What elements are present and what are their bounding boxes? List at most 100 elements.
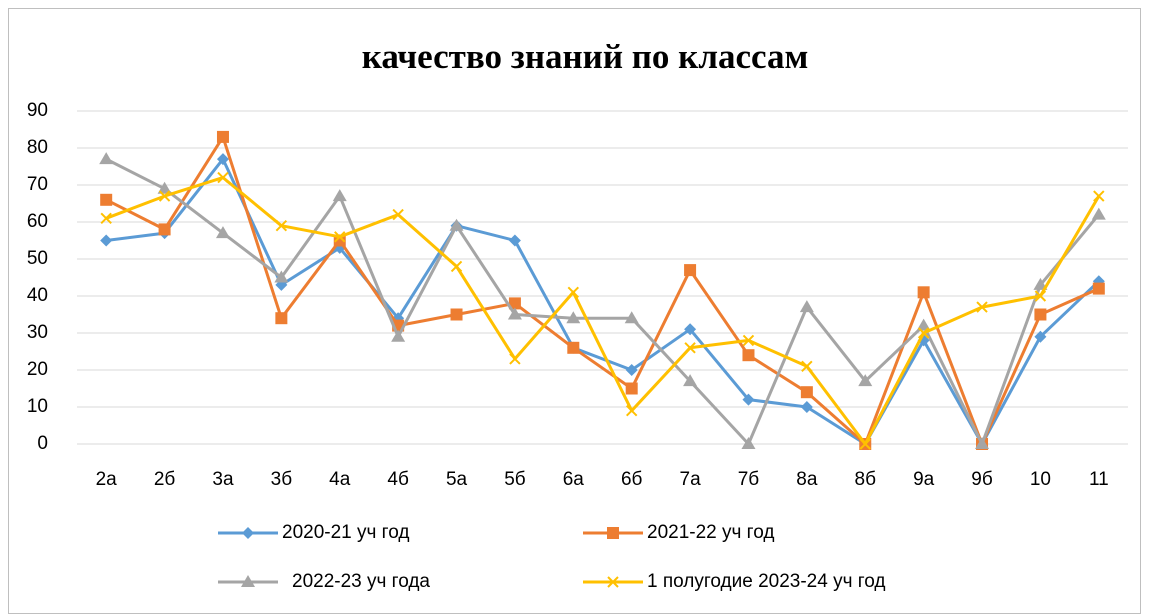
marker (625, 382, 638, 395)
marker (625, 364, 638, 376)
marker (334, 231, 346, 243)
chart-border (8, 8, 1141, 614)
marker (1093, 190, 1105, 202)
x-tick-label: 4а (329, 469, 351, 490)
marker (917, 286, 930, 299)
marker (157, 181, 172, 194)
marker (216, 153, 229, 166)
x-tick-label: 4б (387, 469, 409, 490)
x-tick-label: 8б (855, 469, 877, 490)
marker (683, 374, 698, 387)
x-tick-label: 10 (1030, 469, 1051, 490)
marker (508, 234, 521, 247)
marker (449, 218, 464, 231)
x-tick-label: 8а (796, 469, 818, 490)
marker (607, 527, 619, 539)
marker (450, 260, 463, 273)
marker (241, 575, 255, 587)
marker (916, 318, 931, 331)
marker (607, 576, 619, 588)
marker (567, 341, 580, 354)
series-line (106, 157, 1100, 446)
marker (858, 374, 873, 387)
marker (217, 171, 229, 184)
marker (158, 190, 171, 202)
marker (508, 297, 521, 310)
y-tick-label: 0 (37, 433, 48, 454)
marker (509, 353, 521, 365)
marker (215, 226, 230, 239)
marker (242, 527, 254, 539)
y-tick-label: 10 (27, 396, 48, 417)
y-tick-label: 30 (27, 322, 48, 343)
legend-label: 2021-22 уч год (647, 522, 774, 543)
marker (1034, 330, 1047, 343)
marker (684, 342, 696, 354)
series-line (105, 157, 1100, 446)
x-tick-label: 2б (154, 469, 176, 490)
marker (450, 308, 463, 321)
marker (1034, 290, 1047, 302)
x-tick-label: 9а (913, 469, 935, 490)
marker (275, 219, 288, 232)
x-tick-label: 7б (738, 469, 760, 490)
x-tick-label: 5а (446, 469, 468, 490)
x-tick-label: 3б (271, 469, 293, 490)
y-tick-label: 40 (27, 285, 48, 306)
marker (391, 329, 406, 342)
x-tick-label: 3а (212, 469, 234, 490)
marker (624, 311, 639, 324)
marker (100, 193, 113, 206)
marker (332, 189, 347, 202)
y-tick-label: 80 (27, 137, 48, 158)
marker (799, 300, 814, 313)
marker (566, 311, 581, 324)
x-tick-label: 6а (563, 469, 585, 490)
marker (801, 360, 813, 373)
marker (742, 334, 755, 347)
marker (100, 212, 112, 225)
y-tick-label: 60 (27, 211, 48, 232)
y-tick-label: 50 (27, 248, 48, 269)
marker (625, 404, 638, 417)
y-tick-label: 70 (27, 174, 48, 195)
series-line (105, 176, 1101, 446)
marker (917, 327, 930, 339)
marker (1091, 207, 1106, 220)
x-tick-label: 9б (971, 469, 993, 490)
x-tick-label: 6б (621, 469, 643, 490)
marker (1034, 308, 1047, 321)
x-tick-label: 7а (680, 469, 702, 490)
chart-title: качество знаний по классам (362, 37, 809, 76)
marker (800, 386, 813, 399)
x-tick-label: 11 (1089, 469, 1109, 490)
marker (392, 208, 404, 221)
marker (1033, 277, 1048, 290)
legend-label: 1 полугодие 2023-24 уч год (647, 571, 886, 592)
y-tick-label: 20 (27, 359, 48, 380)
legend-label: 2022-23 уч года (292, 571, 430, 592)
legend-label: 2020-21 уч год (282, 522, 409, 543)
marker (741, 437, 756, 449)
marker (275, 312, 288, 325)
y-tick-label: 90 (27, 100, 48, 121)
x-tick-label: 2а (96, 469, 118, 490)
marker (684, 264, 697, 277)
marker (507, 307, 522, 320)
marker (976, 301, 988, 313)
marker (158, 223, 171, 236)
marker (274, 270, 289, 283)
marker (975, 437, 990, 449)
x-tick-label: 5б (504, 469, 526, 490)
marker (800, 401, 813, 413)
marker (684, 323, 697, 336)
marker (742, 393, 755, 406)
marker (742, 349, 755, 362)
marker (567, 286, 580, 299)
marker (99, 152, 114, 165)
marker (216, 130, 229, 143)
series-line (105, 135, 1100, 446)
marker (100, 234, 113, 247)
marker (859, 438, 871, 450)
